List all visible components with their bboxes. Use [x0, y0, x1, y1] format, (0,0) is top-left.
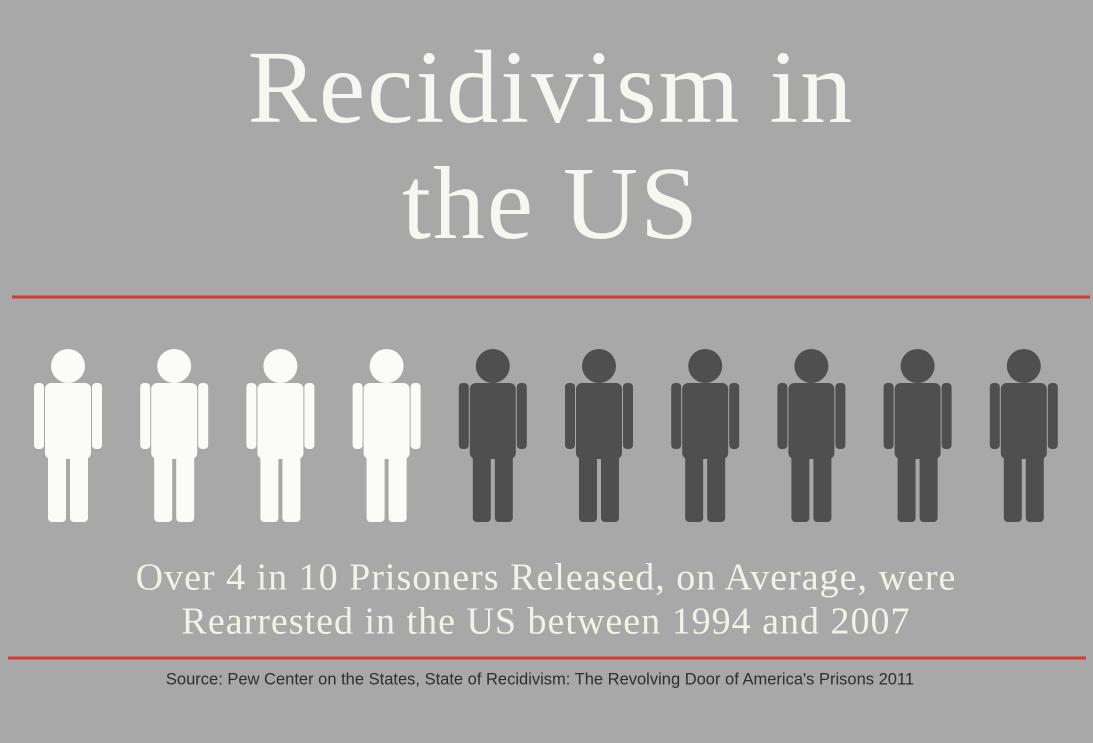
icon-head	[688, 349, 723, 383]
icon-head	[51, 349, 85, 383]
person-icon	[989, 349, 1058, 522]
icon-leg	[366, 440, 385, 522]
icon-arm	[729, 383, 740, 449]
title-line: Recidivism in	[248, 30, 855, 145]
icon-leg	[388, 440, 407, 522]
icon-arm	[34, 383, 44, 449]
icon-leg	[154, 440, 173, 522]
icon-head	[475, 349, 510, 383]
icon-leg	[579, 440, 597, 522]
icon-leg	[48, 440, 66, 522]
person-icon	[34, 349, 102, 522]
icon-head	[900, 349, 935, 383]
icon-head	[369, 349, 404, 383]
icon-arm	[565, 383, 575, 449]
icon-head	[1006, 349, 1041, 383]
icon-head	[794, 349, 829, 383]
icon-arm	[989, 383, 1000, 449]
caption-line: Rearrested in the US between 1994 and 20…	[182, 601, 911, 643]
icon-leg	[472, 440, 491, 522]
icon-leg	[282, 440, 301, 522]
person-icon	[565, 349, 633, 522]
icon-leg	[919, 440, 938, 522]
icon-arm	[835, 383, 846, 449]
icon-arm	[777, 383, 788, 449]
icon-arm	[246, 383, 257, 449]
icon-leg	[685, 440, 704, 522]
icon-arm	[1047, 383, 1058, 449]
icon-arm	[458, 383, 469, 449]
pictograph	[34, 349, 1058, 522]
icon-arm	[352, 383, 363, 449]
icon-head	[263, 349, 298, 383]
icon-leg	[1003, 440, 1022, 522]
person-icon	[140, 349, 209, 522]
icon-arm	[623, 383, 633, 449]
icon-arm	[198, 383, 209, 449]
icon-head	[157, 349, 192, 383]
icon-leg	[791, 440, 810, 522]
icon-arm	[671, 383, 682, 449]
title-line: the US	[402, 146, 700, 261]
icon-leg	[813, 440, 832, 522]
person-icon	[777, 349, 846, 522]
caption-line: Over 4 in 10 Prisoners Released, on Aver…	[136, 557, 957, 599]
icon-arm	[941, 383, 952, 449]
icon-arm	[140, 383, 151, 449]
person-icon	[246, 349, 315, 522]
icon-leg	[70, 440, 88, 522]
person-icon	[883, 349, 952, 522]
icon-leg	[260, 440, 279, 522]
icon-arm	[883, 383, 894, 449]
icon-leg	[897, 440, 916, 522]
icon-leg	[176, 440, 195, 522]
icon-head	[582, 349, 616, 383]
person-icon	[458, 349, 527, 522]
person-icon	[671, 349, 740, 522]
icon-arm	[92, 383, 102, 449]
icon-leg	[601, 440, 619, 522]
source: Source: Pew Center on the States, State …	[166, 670, 914, 688]
icon-leg	[707, 440, 726, 522]
icon-leg	[494, 440, 513, 522]
icon-arm	[410, 383, 421, 449]
icon-arm	[516, 383, 527, 449]
icon-arm	[304, 383, 315, 449]
person-icon	[352, 349, 421, 522]
icon-leg	[1025, 440, 1044, 522]
